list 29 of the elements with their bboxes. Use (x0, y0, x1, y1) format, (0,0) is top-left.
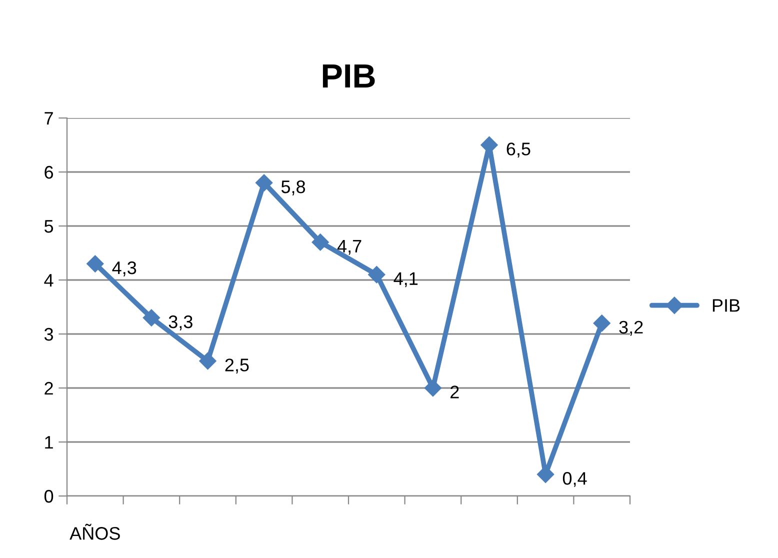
data-label: 5,8 (281, 180, 306, 196)
data-label: 4,1 (394, 272, 418, 288)
data-label: 3,3 (168, 315, 192, 330)
data-label: 0,4 (562, 472, 587, 487)
y-tick-label: 0 (44, 490, 54, 503)
y-tick-label: 6 (44, 166, 54, 179)
data-label: 2 (450, 386, 459, 398)
legend-label: PIB (712, 299, 740, 312)
x-tick-label: AÑOS (70, 524, 120, 540)
point (199, 352, 216, 370)
data-label: 6,5 (506, 142, 530, 158)
point (256, 174, 273, 192)
y-tick-label: 2 (44, 382, 53, 395)
chart-title: PIB (322, 64, 375, 88)
data-label: 4,3 (112, 261, 136, 276)
point (86, 255, 104, 272)
y-tick-label: 1 (45, 436, 53, 449)
data-label: 3,2 (619, 320, 643, 336)
y-tick-label: 7 (44, 112, 53, 125)
y-tick-label: 3 (44, 328, 54, 341)
point (368, 266, 386, 284)
data-label: 2,5 (225, 358, 249, 374)
point (424, 379, 442, 397)
point (593, 314, 610, 332)
y-tick-label: 5 (44, 220, 54, 233)
data-label: 4,7 (337, 240, 362, 255)
point (312, 234, 329, 251)
point (142, 309, 160, 326)
y-tick-label: 4 (44, 274, 54, 287)
